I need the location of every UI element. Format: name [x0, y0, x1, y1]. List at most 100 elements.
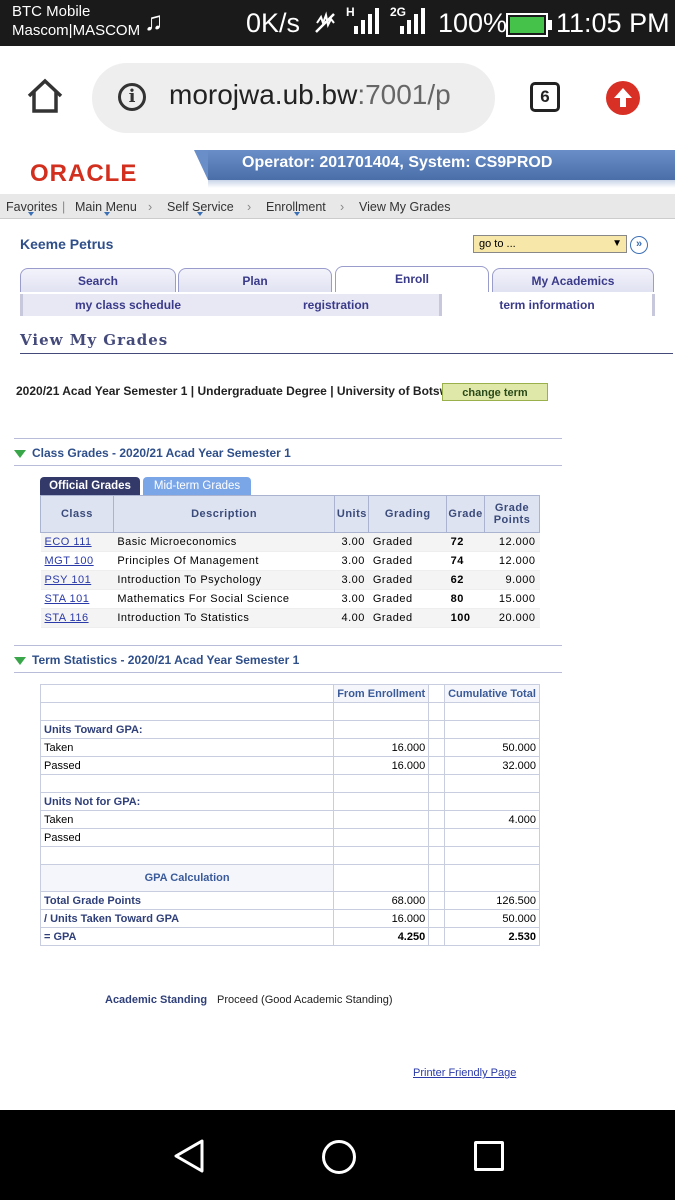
gpa-calculation-label: GPA Calculation — [39, 864, 335, 892]
class-grading: Graded — [368, 608, 447, 628]
oracle-logo: ORACLE — [30, 160, 138, 187]
menu-favorites[interactable]: Favorites — [6, 200, 58, 214]
class-units: 3.00 — [334, 589, 369, 609]
col-header: Grading — [368, 495, 448, 533]
class-grade: 80 — [446, 589, 485, 609]
class-grade-points: 12.000 — [484, 551, 540, 571]
table-row: STA 101 Mathematics For Social Science 3… — [40, 589, 540, 609]
table-row: = GPA 4.250 2.530 — [39, 927, 541, 946]
table-row: PSY 101 Introduction To Psychology 3.00 … — [40, 570, 540, 590]
change-term-button[interactable]: change term — [442, 383, 548, 401]
back-icon[interactable] — [172, 1138, 206, 1174]
row-label: Taken — [39, 738, 335, 757]
home-circle-icon[interactable] — [322, 1140, 356, 1174]
tab-search[interactable]: Search — [20, 268, 176, 292]
dropdown-marker-icon — [28, 212, 34, 216]
table-row: Taken 16.000 50.000 — [39, 738, 541, 757]
class-grade: 72 — [446, 532, 485, 552]
tab-plan[interactable]: Plan — [178, 268, 332, 292]
printer-friendly-link[interactable]: Printer Friendly Page — [413, 1067, 517, 1079]
divider — [14, 438, 562, 439]
collapse-triangle-icon[interactable] — [14, 449, 26, 458]
col-header: Description — [112, 495, 336, 533]
table-header-row: Class Description Units Grading Grade Gr… — [40, 495, 540, 533]
subtab-registration[interactable]: registration — [233, 294, 442, 316]
class-link[interactable]: STA 101 — [40, 589, 114, 609]
table-row: Total Grade Points 68.000 126.500 — [39, 891, 541, 910]
table-row: Passed 16.000 32.000 — [39, 756, 541, 775]
table-row: GPA Calculation — [39, 864, 541, 892]
tab-my-academics[interactable]: My Academics — [492, 268, 654, 292]
tab-enroll[interactable]: Enroll — [335, 266, 489, 292]
url-text[interactable]: morojwa.ub.bw:7001/p — [169, 79, 451, 110]
col-header: Grade Points — [484, 495, 540, 533]
recents-icon[interactable] — [474, 1141, 504, 1171]
row-label: / Units Taken Toward GPA — [39, 909, 335, 928]
table-row: ECO 111 Basic Microeconomics 3.00 Graded… — [40, 532, 540, 552]
class-grading: Graded — [368, 589, 447, 609]
update-icon[interactable] — [606, 81, 640, 115]
class-grading: Graded — [368, 551, 447, 571]
class-description: Introduction To Psychology — [113, 570, 335, 590]
subtab-my-class-schedule[interactable]: my class schedule — [20, 294, 236, 316]
net-type-1: H — [346, 5, 355, 19]
stat-value: 50.000 — [443, 738, 541, 757]
class-grade-points: 12.000 — [484, 532, 540, 552]
class-units: 3.00 — [334, 532, 369, 552]
dropdown-marker-icon — [197, 212, 203, 216]
class-units: 3.00 — [334, 570, 369, 590]
breadcrumb-chevron-icon: › — [247, 200, 252, 214]
class-grade: 100 — [446, 608, 485, 628]
operator-text: Operator: 201701404, System: CS9PROD — [242, 154, 553, 171]
divider — [14, 672, 562, 673]
academic-standing-label: Academic Standing — [105, 994, 208, 1006]
address-bar[interactable]: i morojwa.ub.bw:7001/p — [92, 63, 495, 133]
class-link[interactable]: MGT 100 — [40, 551, 114, 571]
class-grade: 62 — [446, 570, 485, 590]
home-icon[interactable] — [26, 78, 64, 114]
class-description: Introduction To Statistics — [113, 608, 335, 628]
carrier-info: BTC Mobile Mascom|MASCOM — [12, 3, 141, 39]
menu-self-service[interactable]: Self Service — [167, 200, 234, 214]
oracle-header: ORACLE Operator: 201701404, System: CS9P… — [0, 150, 675, 192]
net-speed: 0K/s — [246, 8, 301, 38]
dropdown-marker-icon — [294, 212, 300, 216]
breadcrumb-chevron-icon: › — [340, 200, 345, 214]
class-units: 3.00 — [334, 551, 369, 571]
divider — [20, 353, 673, 354]
stat-value: 32.000 — [443, 756, 541, 775]
class-link[interactable]: ECO 111 — [40, 532, 114, 552]
status-bar: BTC Mobile Mascom|MASCOM ♫ 0K/s H 2G 100… — [0, 0, 675, 46]
academic-standing-value: Proceed (Good Academic Standing) — [217, 994, 393, 1006]
subtab-row: my class schedule registration term info… — [20, 294, 655, 316]
class-grading: Graded — [368, 532, 447, 552]
row-label: Passed — [39, 828, 335, 847]
goto-select[interactable]: go to ... ▼ — [473, 235, 627, 253]
gpa-term: 4.250 — [333, 927, 430, 946]
go-arrow-icon[interactable]: » — [630, 236, 648, 254]
class-grade-points: 20.000 — [484, 608, 540, 628]
row-label: Passed — [39, 756, 335, 775]
menu-enrollment[interactable]: Enrollment — [266, 200, 326, 214]
table-row: / Units Taken Toward GPA 16.000 50.000 — [39, 909, 541, 928]
class-link[interactable]: STA 116 — [40, 608, 114, 628]
subtab-term-information[interactable]: term information — [442, 294, 655, 316]
row-label: = GPA — [39, 927, 335, 946]
class-link[interactable]: PSY 101 — [40, 570, 114, 590]
tab-midterm-grades[interactable]: Mid-term Grades — [143, 477, 251, 495]
tab-official-grades[interactable]: Official Grades — [40, 477, 140, 495]
tab-switcher-icon[interactable]: 6 — [530, 82, 560, 112]
divider — [14, 645, 562, 646]
class-description: Principles Of Management — [113, 551, 335, 571]
info-icon[interactable]: i — [118, 83, 146, 111]
user-name: Keeme Petrus — [20, 236, 114, 252]
collapse-triangle-icon[interactable] — [14, 656, 26, 665]
col-header: Cumulative Total — [443, 684, 541, 703]
col-header: Units — [334, 495, 370, 533]
stat-value: 16.000 — [333, 909, 430, 928]
term-statistics-header[interactable]: Term Statistics - 2020/21 Acad Year Seme… — [14, 653, 299, 667]
class-units: 4.00 — [334, 608, 369, 628]
menu-main-menu[interactable]: Main Menu — [75, 200, 137, 214]
term-statistics-table: From Enrollment Cumulative Total Units T… — [39, 684, 541, 946]
class-grades-header[interactable]: Class Grades - 2020/21 Acad Year Semeste… — [14, 446, 291, 460]
